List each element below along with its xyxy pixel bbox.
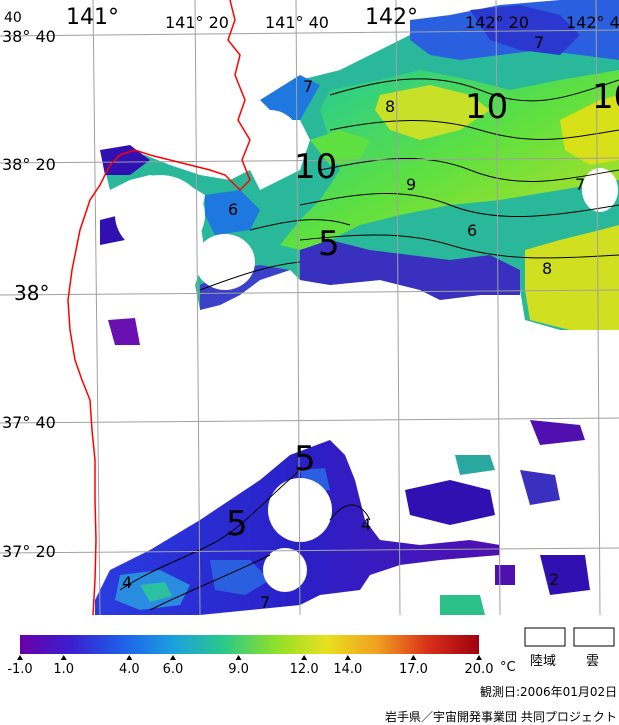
legend-tick-label: 12.0 bbox=[290, 662, 319, 677]
corner-label: 40 bbox=[4, 10, 22, 26]
cloud-label: 雲 bbox=[586, 654, 599, 669]
contour-label: 7 bbox=[534, 33, 544, 52]
longitude-labels: 40 141° 141° 20 141° 40 142° 142° 20 142… bbox=[4, 5, 619, 32]
land-swatch bbox=[524, 627, 566, 647]
contour-labels: 7 8 10 10 10 7 6 9 7 5 6 8 5 5 4 4 7 2 bbox=[122, 33, 619, 612]
legend-tick-label: 9.0 bbox=[228, 662, 249, 677]
contour-label: 2 bbox=[549, 570, 559, 589]
lat-lon-grid bbox=[0, 0, 619, 615]
legend-tick-mark bbox=[126, 655, 133, 660]
contour-label: 7 bbox=[303, 77, 313, 96]
legend-tick-label: 4.0 bbox=[119, 662, 140, 677]
lon-label-142: 142° bbox=[365, 5, 418, 30]
legend-color-bar bbox=[20, 635, 479, 654]
legend-tick-label: 14.0 bbox=[333, 662, 362, 677]
legend-tick-mark bbox=[344, 655, 351, 660]
contour-label: 7 bbox=[575, 175, 585, 194]
contour-label: 6 bbox=[467, 221, 477, 240]
latitude-labels: 38° 40 38° 20 38° 37° 40 37° 20 bbox=[2, 27, 56, 561]
lon-label-141: 141° bbox=[66, 5, 119, 30]
contour-label: 5 bbox=[318, 224, 340, 264]
contour-label: 10 bbox=[465, 87, 508, 127]
contour-label: 6 bbox=[228, 200, 238, 219]
isotherm-contours bbox=[119, 78, 619, 611]
legend-tick-label: 20.0 bbox=[465, 662, 494, 677]
lon-label-141-40: 141° 40 bbox=[265, 13, 329, 32]
lat-label-38: 38° bbox=[14, 281, 49, 305]
contour-label: 5 bbox=[226, 504, 248, 544]
legend-tick-label: 1.0 bbox=[53, 662, 74, 677]
legend-tick-mark bbox=[301, 655, 308, 660]
legend-tick-mark bbox=[60, 655, 67, 660]
contour-label: 4 bbox=[361, 515, 371, 534]
legend-tick-mark bbox=[476, 655, 482, 660]
contour-label: 10 bbox=[294, 147, 337, 187]
legend-ticks: -1.0 1.0 4.0 6.0 9.0 12.0 14.0 17.0 20.0 bbox=[7, 655, 493, 677]
contour-label: 9 bbox=[406, 175, 416, 194]
legend-tick-mark bbox=[17, 655, 23, 660]
legend-tick-label: 6.0 bbox=[163, 662, 184, 677]
contour-label: 10 bbox=[592, 77, 619, 117]
legend-unit: °C bbox=[500, 660, 516, 675]
cloud-swatch bbox=[573, 627, 615, 647]
lon-label-142-20: 142° 20 bbox=[465, 13, 529, 32]
lat-label-37-20: 37° 20 bbox=[2, 542, 56, 561]
lon-label-142-40: 142° 4 bbox=[566, 13, 619, 32]
legend-tick-mark bbox=[410, 655, 417, 660]
observation-date: 観測日:2006年01月02日 bbox=[480, 685, 618, 699]
contour-label: 8 bbox=[385, 97, 395, 116]
lat-label-37-40: 37° 40 bbox=[2, 413, 56, 432]
land-label: 陸域 bbox=[530, 653, 556, 669]
sea-surface-temperature-map: 38° 40 38° 20 38° 37° 40 37° 20 40 141° … bbox=[0, 0, 619, 615]
contour-label: 7 bbox=[260, 593, 270, 612]
lat-label-38-20: 38° 20 bbox=[2, 155, 56, 174]
credit-line: 岩手県／宇宙開発事業団 共同プロジェクト bbox=[385, 710, 617, 724]
lon-label-141-20: 141° 20 bbox=[165, 13, 229, 32]
lat-label-38-40: 38° 40 bbox=[2, 27, 56, 46]
legend-tick-mark bbox=[235, 655, 242, 660]
legend-tick-label: 17.0 bbox=[399, 662, 428, 677]
southern-cloud-patches bbox=[263, 478, 332, 592]
contour-label: 4 bbox=[122, 573, 132, 592]
legend-tick-label: -1.0 bbox=[7, 662, 32, 677]
contour-label: 8 bbox=[542, 259, 552, 278]
legend-tick-mark bbox=[170, 655, 176, 660]
contour-label: 5 bbox=[294, 439, 316, 479]
coastline bbox=[67, 0, 251, 615]
temperature-legend: -1.0 1.0 4.0 6.0 9.0 12.0 14.0 17.0 20.0 °C 陸域 雲 bbox=[7, 627, 615, 677]
northern-temperature-field bbox=[100, 0, 619, 345]
